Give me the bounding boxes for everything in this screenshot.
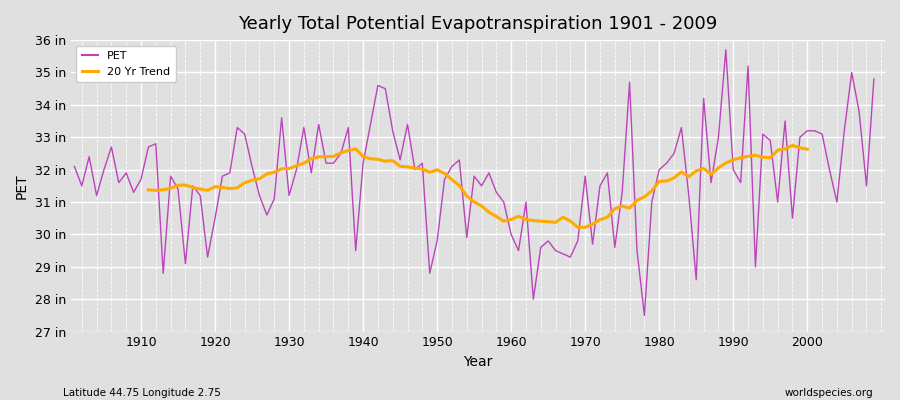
PET xyxy=(639,313,650,318)
Text: worldspecies.org: worldspecies.org xyxy=(785,388,873,398)
Y-axis label: PET: PET xyxy=(15,173,29,199)
20 Yr Trend xyxy=(609,206,620,211)
20 Yr Trend xyxy=(572,225,583,230)
PET xyxy=(595,184,606,188)
X-axis label: Year: Year xyxy=(464,355,492,369)
Line: 20 Yr Trend: 20 Yr Trend xyxy=(148,145,807,227)
PET xyxy=(291,167,302,172)
PET xyxy=(868,76,879,81)
Title: Yearly Total Potential Evapotranspiration 1901 - 2009: Yearly Total Potential Evapotranspiratio… xyxy=(238,15,717,33)
Text: Latitude 44.75 Longitude 2.75: Latitude 44.75 Longitude 2.75 xyxy=(63,388,220,398)
20 Yr Trend xyxy=(698,166,709,171)
PET xyxy=(128,190,139,195)
20 Yr Trend xyxy=(713,166,724,170)
20 Yr Trend xyxy=(343,148,354,153)
20 Yr Trend xyxy=(802,147,813,152)
20 Yr Trend xyxy=(788,143,798,148)
PET xyxy=(69,164,80,169)
20 Yr Trend xyxy=(779,146,790,151)
PET xyxy=(720,48,731,52)
20 Yr Trend xyxy=(143,188,154,192)
PET xyxy=(336,151,346,156)
PET xyxy=(506,232,517,237)
Legend: PET, 20 Yr Trend: PET, 20 Yr Trend xyxy=(76,46,176,82)
Line: PET: PET xyxy=(75,50,874,315)
20 Yr Trend xyxy=(232,185,243,190)
PET xyxy=(499,200,509,204)
